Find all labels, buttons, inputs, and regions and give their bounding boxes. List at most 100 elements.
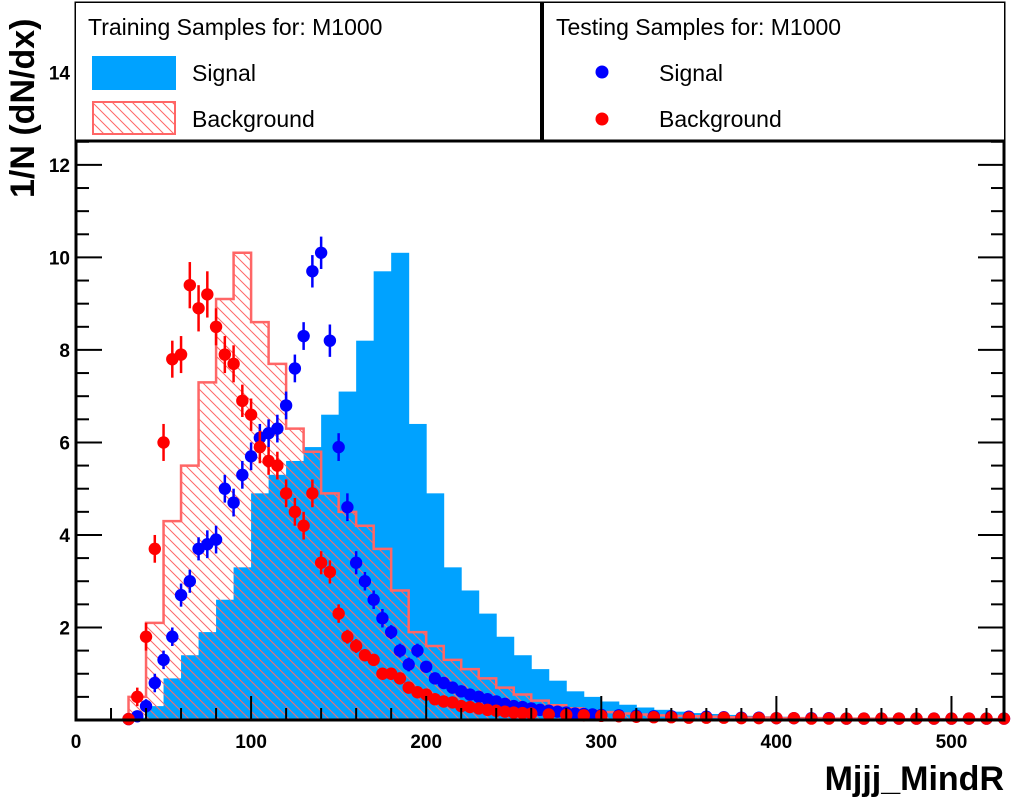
signal-test-point	[419, 660, 433, 674]
background-test-point	[349, 639, 363, 653]
y-tick-label: 6	[59, 433, 70, 454]
background-bar	[321, 493, 339, 720]
background-test-point	[314, 556, 328, 569]
signal-test-point	[148, 676, 161, 690]
signal-test-point	[411, 644, 424, 657]
background-test-point	[139, 630, 153, 643]
background-test-point	[157, 436, 170, 449]
background-test-point	[148, 542, 161, 556]
background-test-point	[271, 459, 284, 472]
signal-test-point	[393, 644, 407, 657]
background-bar	[706, 716, 724, 720]
background-bar	[268, 363, 287, 720]
y-tick-label: 4	[59, 526, 70, 547]
background-bar	[303, 451, 322, 720]
background-test-point	[244, 408, 258, 421]
x-tick-label: 200	[410, 732, 442, 753]
background-test-point	[236, 394, 249, 408]
signal-test-point	[358, 575, 372, 588]
signal-test-point	[306, 265, 319, 278]
background-test-point	[787, 711, 801, 725]
background-test-point	[682, 711, 696, 724]
signal-test-point	[341, 501, 354, 514]
x-tick-label: 400	[761, 732, 793, 753]
legend-training-signal-swatch	[92, 56, 176, 90]
background-bar	[163, 521, 182, 720]
background-bar	[251, 322, 269, 720]
background-bar	[636, 714, 654, 720]
axis-ticks: 2 4 6 8 10 12 14 0 100 200 300 400 500	[49, 25, 1004, 753]
y-tick-label: 14	[49, 63, 71, 84]
background-bar	[688, 716, 707, 720]
signal-test-point	[218, 482, 232, 495]
background-test-point	[131, 690, 144, 704]
y-tick-label: 12	[49, 156, 70, 177]
background-bar	[653, 715, 672, 720]
background-test-point	[306, 487, 319, 500]
background-test-point	[288, 505, 302, 519]
signal-test-point	[297, 329, 310, 343]
legend-testing-signal-marker	[595, 65, 609, 79]
background-test-point	[516, 706, 529, 720]
signal-test-point	[236, 468, 249, 482]
signal-test-point	[271, 422, 284, 435]
y-tick-label: 2	[59, 618, 70, 639]
x-tick-label: 0	[71, 732, 82, 753]
background-bar	[216, 299, 234, 720]
legend-training-header: Training Samples for: M1000	[88, 14, 382, 40]
legend-training-background-label: Background	[192, 106, 315, 132]
signal-test-point	[279, 399, 293, 412]
legend-testing-header: Testing Samples for: M1000	[556, 14, 841, 40]
background-test-point	[393, 672, 407, 685]
background-bar	[286, 428, 304, 720]
background-test-point	[752, 711, 766, 725]
background-test-point	[279, 487, 293, 500]
background-test-point	[717, 711, 731, 724]
background-test-point	[183, 278, 197, 292]
background-test-point	[218, 348, 232, 361]
signal-test-point	[367, 593, 380, 606]
background-test-point	[227, 357, 240, 371]
y-tick-label: 8	[59, 341, 70, 362]
background-bar	[671, 715, 689, 720]
signal-test-point	[376, 612, 389, 625]
background-test-point	[192, 302, 205, 315]
legend-training-background-swatch	[92, 101, 176, 135]
signal-test-point	[314, 246, 328, 259]
background-bar	[618, 713, 637, 720]
background-test-point	[174, 348, 188, 361]
signal-test-point	[174, 588, 188, 602]
y-tick-label: 10	[49, 248, 70, 269]
legend-training-signal-label: Signal	[192, 60, 256, 86]
x-tick-label: 300	[585, 732, 617, 753]
background-test-point	[577, 709, 590, 722]
background-test-point	[253, 440, 267, 454]
background-test-point	[297, 519, 310, 532]
background-test-point	[201, 288, 214, 301]
background-test-point	[323, 565, 337, 579]
background-test-point	[367, 653, 380, 667]
background-bar	[601, 712, 619, 720]
background-test-point	[341, 630, 354, 643]
background-test-point	[542, 708, 555, 721]
signal-test-point	[166, 630, 179, 643]
background-test-point	[507, 706, 520, 719]
signal-test-point	[349, 556, 363, 569]
background-test-point	[376, 667, 389, 680]
legend-testing-background-marker	[595, 112, 609, 126]
signal-test-point	[244, 450, 258, 463]
background-bar	[356, 525, 374, 720]
signal-test-point	[157, 653, 170, 667]
background-bar	[146, 622, 164, 720]
x-tick-label: 100	[235, 732, 267, 753]
signal-test-point	[183, 575, 197, 588]
background-test-point	[209, 320, 223, 334]
signal-test-point	[402, 658, 415, 671]
signal-test-point	[332, 440, 345, 454]
background-test-point	[647, 711, 661, 724]
signal-test-point	[227, 496, 240, 509]
signal-test-point	[139, 699, 153, 713]
x-tick-label: 500	[936, 732, 968, 753]
signal-test-point	[288, 362, 302, 375]
